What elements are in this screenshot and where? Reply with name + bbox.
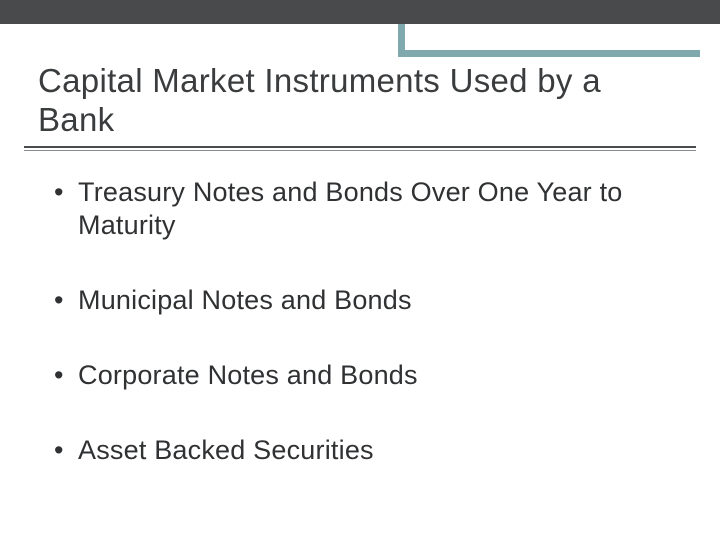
- slide: Capital Market Instruments Used by a Ban…: [0, 0, 720, 540]
- bullet-item: Municipal Notes and Bonds: [54, 284, 664, 317]
- top-bar: [0, 0, 720, 24]
- bullet-text: Municipal Notes and Bonds: [78, 285, 412, 315]
- accent-horizontal: [398, 50, 700, 57]
- title-underline-thick: [24, 146, 696, 148]
- title-block: Capital Market Instruments Used by a Ban…: [38, 62, 678, 140]
- bullet-item: Treasury Notes and Bonds Over One Year t…: [54, 176, 664, 242]
- bullet-text: Treasury Notes and Bonds Over One Year t…: [78, 177, 623, 240]
- title-underline-thin: [24, 150, 696, 151]
- bullet-text: Asset Backed Securities: [78, 435, 374, 465]
- bullet-list: Treasury Notes and Bonds Over One Year t…: [54, 176, 664, 467]
- slide-title: Capital Market Instruments Used by a Ban…: [38, 62, 678, 140]
- body-block: Treasury Notes and Bonds Over One Year t…: [54, 176, 664, 509]
- bullet-item: Asset Backed Securities: [54, 434, 664, 467]
- bullet-item: Corporate Notes and Bonds: [54, 359, 664, 392]
- bullet-text: Corporate Notes and Bonds: [78, 360, 418, 390]
